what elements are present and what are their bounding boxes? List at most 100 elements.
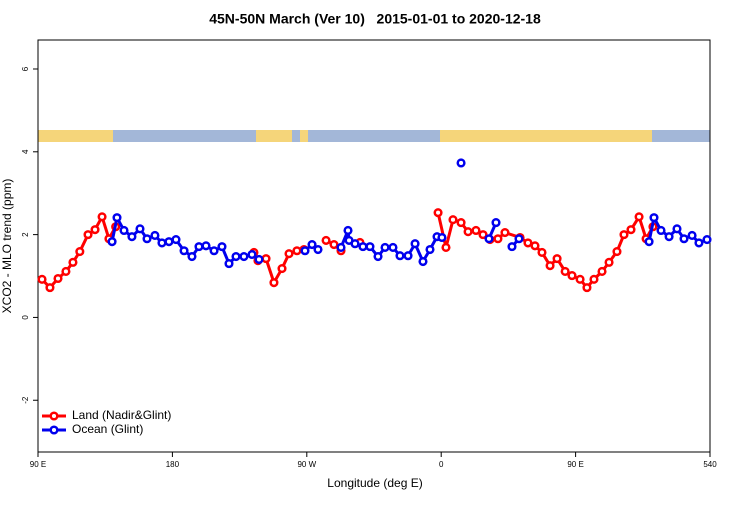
data-point	[292, 246, 302, 256]
data-point	[269, 278, 279, 288]
data-point	[514, 234, 524, 244]
data-point	[365, 242, 375, 252]
data-point	[679, 234, 689, 244]
chart-title: 45N-50N March (Ver 10) 2015-01-01 to 202…	[209, 11, 541, 27]
data-point	[201, 241, 211, 251]
x-tick-label: 540	[703, 460, 717, 469]
data-point	[373, 252, 383, 262]
data-point	[437, 232, 447, 243]
data-point	[83, 230, 93, 240]
data-point	[619, 230, 629, 240]
data-point	[560, 266, 570, 277]
data-point	[441, 242, 451, 252]
data-point	[37, 274, 47, 284]
data-point	[582, 283, 592, 293]
x-tick-label: 90 E	[30, 460, 46, 469]
legend-label: Land (Nadir&Glint)	[72, 408, 171, 422]
data-point	[61, 266, 71, 277]
data-point	[403, 251, 413, 261]
data-point	[350, 239, 360, 249]
data-point	[179, 246, 189, 256]
data-point	[150, 230, 160, 240]
data-point	[425, 244, 435, 255]
data-point	[321, 235, 331, 245]
data-point	[530, 241, 540, 251]
data-point	[187, 252, 197, 262]
data-point	[456, 158, 466, 168]
data-point	[247, 249, 257, 260]
data-point	[97, 212, 107, 222]
legend-swatch	[49, 411, 59, 421]
y-tick-label: 0	[21, 315, 30, 320]
data-point	[277, 264, 287, 274]
legend-label: Ocean (Glint)	[72, 422, 143, 436]
data-point	[53, 273, 63, 284]
data-point	[491, 218, 501, 228]
data-point	[157, 238, 167, 248]
data-point	[567, 271, 577, 281]
data-point	[500, 227, 510, 238]
data-point	[107, 237, 117, 247]
x-tick-label: 180	[166, 460, 180, 469]
data-point	[664, 232, 674, 242]
data-point	[171, 235, 181, 245]
data-point	[634, 212, 644, 222]
y-tick-label: 4	[21, 149, 30, 154]
legend-swatch	[49, 425, 59, 435]
data-point	[127, 232, 137, 242]
x-axis-label: Longitude (deg E)	[327, 476, 422, 490]
x-tick-label: 0	[439, 460, 444, 469]
data-point	[239, 252, 249, 262]
data-point	[463, 227, 473, 237]
y-tick-label: 6	[21, 66, 30, 71]
data-point	[418, 256, 428, 267]
data-point	[135, 224, 145, 234]
data-point	[702, 235, 712, 245]
data-point	[336, 242, 346, 252]
data-point	[90, 225, 100, 235]
data-point	[209, 246, 219, 256]
x-tick-label: 90 W	[297, 460, 316, 469]
data-point	[694, 238, 704, 248]
data-point	[343, 225, 353, 236]
y-axis-label: XCO2 - MLO trend (ppm)	[0, 179, 14, 314]
data-point	[75, 247, 85, 257]
data-point	[307, 240, 317, 250]
data-point	[313, 244, 323, 255]
data-point	[433, 208, 443, 218]
plot-frame	[37, 39, 711, 453]
data-point	[552, 254, 562, 264]
data-point	[604, 257, 614, 267]
data-point	[545, 261, 555, 271]
data-point	[395, 251, 405, 261]
data-point	[358, 242, 368, 252]
data-point	[448, 215, 458, 225]
x-tick-label: 90 E	[567, 460, 583, 469]
data-point	[687, 230, 697, 240]
map-strip	[38, 130, 710, 142]
data-point	[388, 242, 398, 252]
data-point	[194, 242, 204, 252]
data-point	[224, 259, 234, 269]
data-point	[142, 234, 152, 244]
data-point	[471, 225, 481, 236]
series-line	[40, 212, 655, 290]
data-point	[261, 254, 271, 264]
data-point	[626, 225, 636, 235]
data-point	[493, 234, 503, 244]
data-point	[45, 283, 55, 293]
data-point	[523, 238, 533, 248]
data-point	[644, 237, 654, 247]
data-point	[300, 246, 310, 256]
data-point	[575, 274, 585, 284]
data-point	[68, 257, 78, 267]
data-point	[612, 247, 622, 257]
data-point	[478, 230, 488, 240]
data-point	[537, 247, 547, 257]
data-point	[329, 240, 339, 250]
data-point	[456, 218, 466, 228]
data-point	[597, 266, 607, 277]
y-tick-label: -2	[21, 396, 30, 404]
data-point	[380, 242, 390, 252]
